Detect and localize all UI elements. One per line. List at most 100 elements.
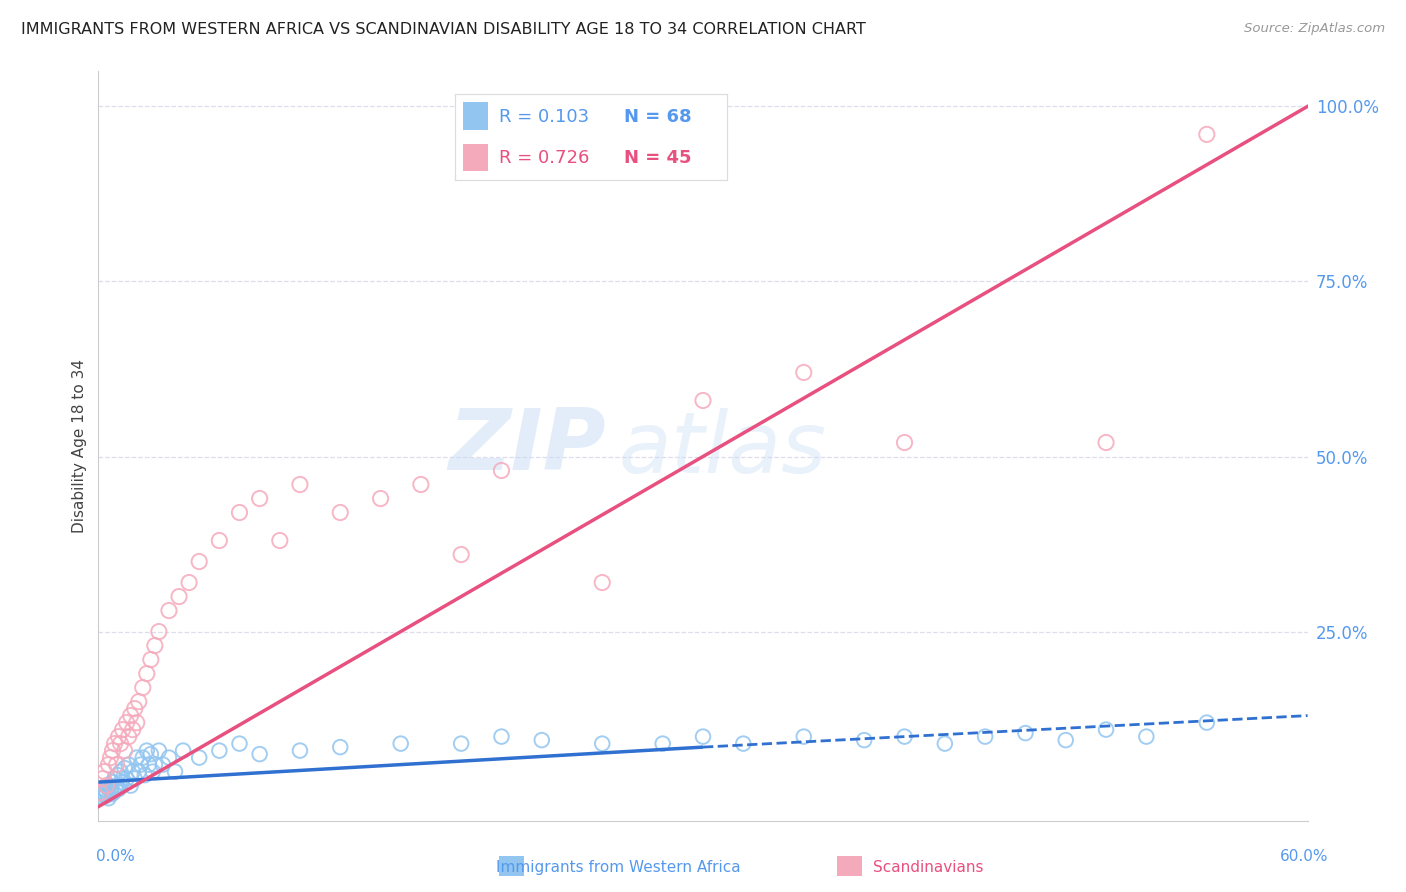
Point	[692, 730, 714, 744]
Point	[135, 743, 157, 757]
Point	[143, 757, 166, 772]
Point	[103, 737, 125, 751]
Point	[114, 761, 136, 775]
Point	[138, 757, 160, 772]
Point	[491, 463, 513, 477]
Point	[91, 772, 114, 786]
Point	[143, 639, 166, 653]
Point	[121, 723, 143, 737]
Point	[124, 772, 146, 786]
Point	[692, 393, 714, 408]
Point	[208, 743, 231, 757]
Point	[96, 780, 118, 794]
Text: 60.0%: 60.0%	[1281, 849, 1329, 864]
Point	[269, 533, 291, 548]
Text: ZIP: ZIP	[449, 404, 606, 488]
Point	[124, 701, 146, 715]
Point	[134, 768, 156, 782]
Point	[288, 743, 311, 757]
Point	[111, 723, 134, 737]
Point	[110, 764, 132, 779]
Point	[370, 491, 392, 506]
Point	[118, 730, 141, 744]
Point	[934, 737, 956, 751]
Point	[148, 624, 170, 639]
Point	[132, 750, 155, 764]
Point	[114, 743, 136, 757]
Point	[110, 737, 132, 751]
Point	[163, 764, 186, 779]
Point	[107, 782, 129, 797]
Point	[94, 789, 117, 804]
Point	[97, 757, 120, 772]
Point	[1095, 435, 1118, 450]
Point	[853, 733, 876, 747]
Point	[733, 737, 755, 751]
Point	[107, 768, 129, 782]
Point	[249, 747, 271, 761]
Point	[651, 737, 673, 751]
Point	[103, 786, 125, 800]
Point	[157, 603, 180, 617]
Point	[111, 772, 134, 786]
Point	[148, 743, 170, 757]
Point	[128, 695, 150, 709]
Point	[96, 784, 118, 798]
Point	[139, 747, 162, 761]
Point	[89, 786, 111, 800]
Point	[125, 750, 148, 764]
Point	[591, 737, 613, 751]
Point	[90, 786, 112, 800]
Text: IMMIGRANTS FROM WESTERN AFRICA VS SCANDINAVIAN DISABILITY AGE 18 TO 34 CORRELATI: IMMIGRANTS FROM WESTERN AFRICA VS SCANDI…	[21, 22, 866, 37]
Point	[115, 772, 138, 786]
Point	[128, 764, 150, 779]
Point	[208, 533, 231, 548]
Point	[974, 730, 997, 744]
Point	[100, 787, 122, 801]
Point	[93, 782, 115, 797]
Y-axis label: Disability Age 18 to 34: Disability Age 18 to 34	[72, 359, 87, 533]
Point	[329, 740, 352, 755]
Point	[793, 730, 815, 744]
Point	[101, 743, 124, 757]
Text: 0.0%: 0.0%	[96, 849, 135, 864]
Point	[450, 737, 472, 751]
Point	[152, 757, 174, 772]
Point	[1095, 723, 1118, 737]
Point	[1135, 730, 1157, 744]
Point	[107, 730, 129, 744]
Point	[139, 652, 162, 666]
Point	[491, 730, 513, 744]
Point	[530, 733, 553, 747]
Point	[93, 764, 115, 779]
Point	[110, 775, 132, 789]
Point	[893, 435, 915, 450]
Point	[100, 782, 122, 797]
Point	[142, 764, 165, 779]
Point	[228, 737, 250, 751]
Point	[157, 750, 180, 764]
Point	[93, 786, 115, 800]
Text: atlas: atlas	[619, 409, 827, 491]
Point	[118, 757, 141, 772]
Point	[104, 782, 127, 797]
Point	[120, 779, 142, 793]
Point	[97, 791, 120, 805]
Point	[389, 737, 412, 751]
Point	[288, 477, 311, 491]
Point	[135, 666, 157, 681]
Point	[89, 789, 111, 804]
Point	[188, 750, 211, 764]
Point	[329, 506, 352, 520]
Point	[249, 491, 271, 506]
Point	[115, 715, 138, 730]
Point	[167, 590, 190, 604]
Point	[125, 715, 148, 730]
Point	[450, 548, 472, 562]
Point	[188, 555, 211, 569]
Point	[228, 506, 250, 520]
Point	[91, 787, 114, 801]
Point	[1054, 733, 1077, 747]
Point	[1195, 128, 1218, 142]
Point	[96, 779, 118, 793]
